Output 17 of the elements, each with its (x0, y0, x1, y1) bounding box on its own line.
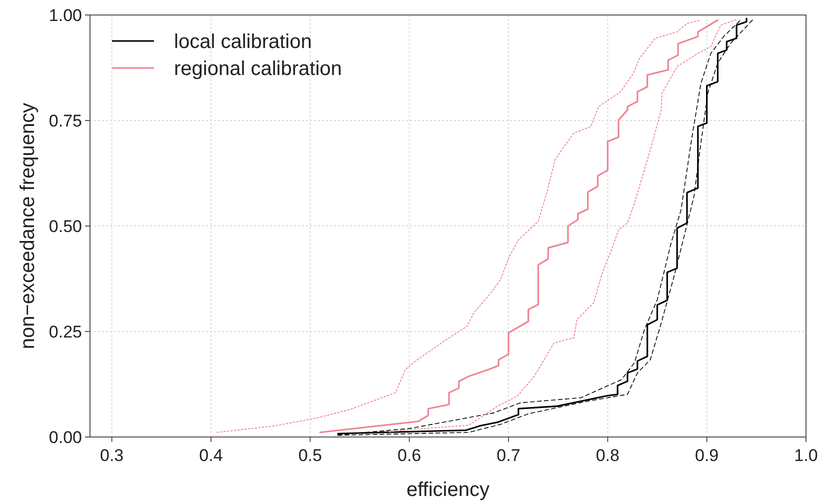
legend-label: local calibration (174, 31, 312, 53)
x-tick-label: 0.3 (100, 446, 124, 465)
x-tick-label: 0.9 (695, 446, 719, 465)
x-tick-label: 0.4 (199, 446, 223, 465)
y-axis-title: non−exceedance frequency (17, 102, 39, 350)
x-tick-label: 0.6 (398, 446, 422, 465)
x-tick-label: 1.0 (794, 446, 818, 465)
x-tick-label: 0.8 (596, 446, 620, 465)
y-tick-label: 0.00 (48, 428, 82, 447)
y-tick-label: 0.75 (48, 112, 82, 130)
x-tick-label: 0.7 (496, 446, 520, 465)
y-tick-label: 0.25 (48, 322, 82, 342)
y-tick-label: 1.00 (48, 6, 82, 25)
x-tick-label: 0.5 (298, 446, 322, 465)
x-axis-title: efficiency (406, 479, 490, 501)
y-tick-label: 0.50 (48, 217, 82, 236)
legend-label: regional calibration (174, 58, 342, 80)
